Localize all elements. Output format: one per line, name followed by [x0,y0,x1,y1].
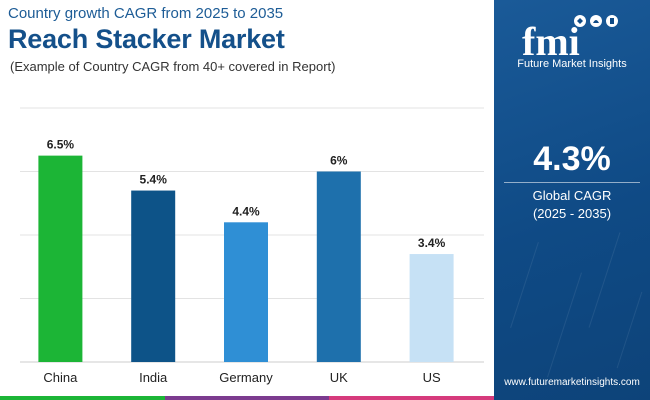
bar-value-label: 6% [330,154,348,168]
bottom-color-strip [0,396,495,400]
global-cagr-value: 4.3% [533,140,611,178]
bar-value-label: 5.4% [140,173,168,187]
bar-value-label: 3.4% [418,236,446,250]
sidebar-panel: fmi Future Market Insights 4.3% Global C… [494,0,650,400]
bar-value-label: 6.5% [47,138,75,152]
bar-value-label: 4.4% [232,204,260,218]
chart-note: (Example of Country CAGR from 40+ covere… [10,59,336,74]
fmi-logo: fmi [522,15,618,58]
x-tick-label: India [139,370,168,385]
global-cagr-period: (2025 - 2035) [532,206,612,221]
bar-india [131,190,176,362]
x-tick-label: China [43,370,78,385]
bar-chart: 6.5% China 5.4% India 4.4% Germany 6% UK 3.4% US [0,84,494,385]
x-tick-label: UK [330,370,348,385]
x-tick-label: US [423,370,441,385]
global-cagr-label: Global CAGR [532,188,612,203]
logo-wordmark: fmi [522,19,580,58]
bar-uk [316,171,361,362]
strip-segment-purple [164,396,330,400]
bar-china [38,155,83,362]
bar-us [409,254,454,362]
header: Country growth CAGR from 2025 to 2035 Re… [0,0,494,84]
chart-subtitle: Country growth CAGR from 2025 to 2035 [8,5,284,22]
strip-segment-pink [329,396,495,400]
website-link[interactable]: www.futuremarketinsights.com [504,377,640,388]
chart-title: Reach Stacker Market [8,24,285,54]
x-tick-label: Germany [219,370,273,385]
strip-segment-green [0,396,165,400]
bar-germany [224,222,268,362]
divider [504,182,640,183]
logo-caption: Future Market Insights [517,58,627,70]
